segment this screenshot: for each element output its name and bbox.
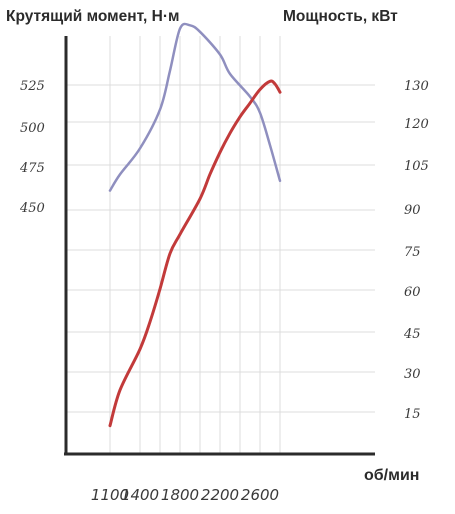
power-series-line <box>108 79 282 428</box>
rpm-tick-label: 1400 <box>121 486 159 504</box>
power-tick-label: 130 <box>404 79 429 94</box>
power-tick-label: 15 <box>404 407 421 422</box>
power-tick-label: 30 <box>404 367 421 382</box>
rpm-unit-label: об/мин <box>364 467 419 484</box>
power-tick-label: 75 <box>404 245 421 260</box>
chart-series <box>108 22 282 428</box>
power-tick-labels: 130 120 105 90 75 60 45 30 15 <box>403 79 429 422</box>
power-axis-title: Мощность, кВт <box>283 8 398 25</box>
rpm-tick-label: 1800 <box>161 486 199 504</box>
torque-tick-label: 500 <box>20 121 45 136</box>
torque-tick-label: 450 <box>19 201 45 216</box>
torque-tick-label: 525 <box>20 79 45 94</box>
chart-grid <box>67 36 375 453</box>
power-tick-label: 90 <box>404 203 421 218</box>
torque-tick-labels: 525 500 475 450 <box>19 79 45 216</box>
torque-tick-label: 475 <box>19 161 45 176</box>
rpm-tick-label: 2200 <box>201 486 239 504</box>
rpm-tick-label: 1100 <box>91 486 129 504</box>
rpm-tick-label: 2600 <box>241 486 279 504</box>
power-tick-label: 120 <box>404 117 429 132</box>
power-tick-label: 45 <box>403 327 421 342</box>
torque-series-line <box>108 22 282 192</box>
power-tick-label: 60 <box>404 285 421 300</box>
torque-axis-title: Крутящий момент, Н·м <box>6 8 180 25</box>
power-tick-label: 105 <box>404 159 429 174</box>
